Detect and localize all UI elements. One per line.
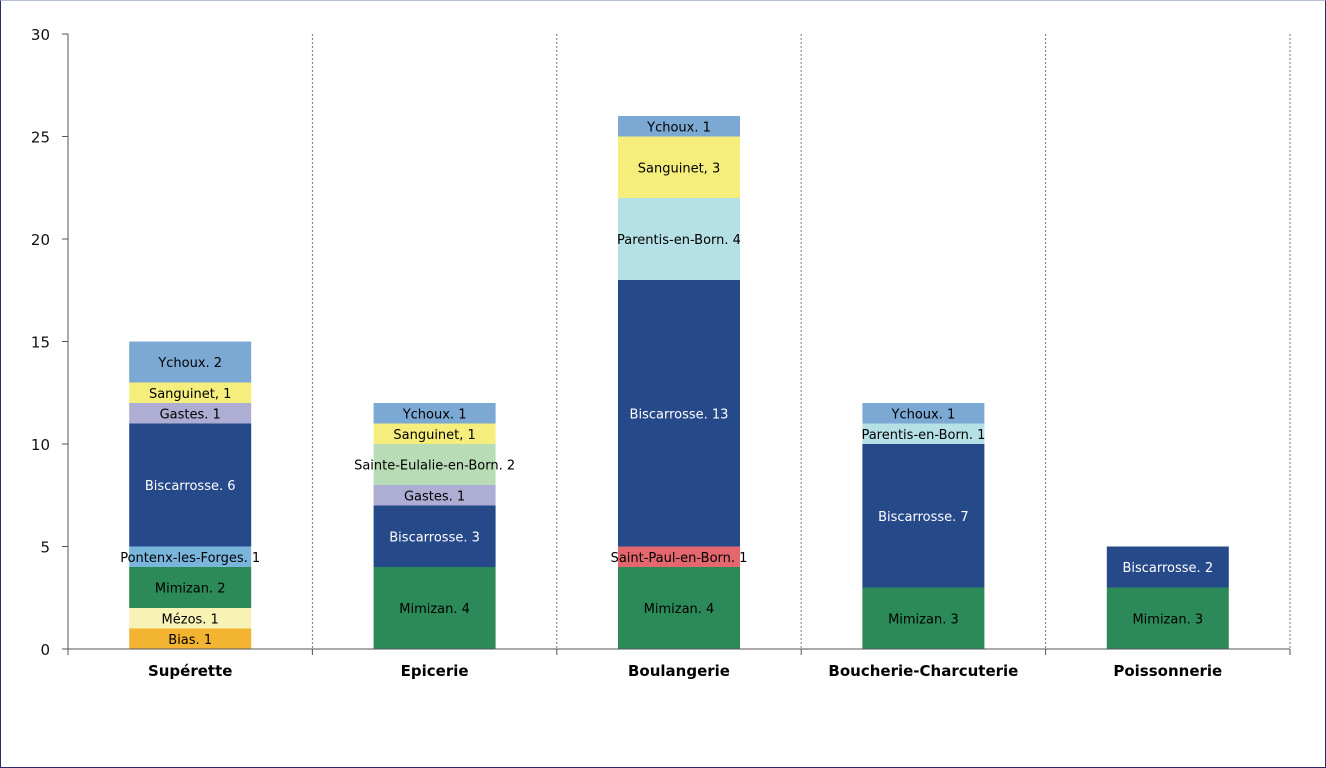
category-label: Epicerie <box>401 662 469 680</box>
segment-label: Sanguinet, 1 <box>149 387 231 402</box>
bar-segment <box>1106 587 1229 649</box>
bar-segment <box>129 567 252 608</box>
bars-layer: Bias. 1 Mézos. 1 Mimizan. 2 Pontenx-les-For… <box>120 116 1229 649</box>
bar-segment <box>129 382 252 403</box>
segment-label: Biscarrosse. 7 <box>878 510 969 525</box>
segment-label: Mimizan. 4 <box>399 602 470 617</box>
y-tick-label: 5 <box>40 539 50 557</box>
bar-segment <box>618 546 740 567</box>
segment-label: Parentis-en-Born. 4 <box>617 233 741 248</box>
segment-label: Pontenx-les-Forges. 1 <box>120 551 260 566</box>
segment-label: Sanguinet, 1 <box>393 428 475 443</box>
bar-segment <box>129 546 252 567</box>
bar-segment <box>373 403 496 424</box>
bar-segment <box>618 567 740 649</box>
segment-label: Mézos. 1 <box>162 612 219 627</box>
bar-segment <box>129 403 252 424</box>
segment-label: Parentis-en-Born. 1 <box>861 428 985 443</box>
bar-segment <box>1106 546 1229 588</box>
segment-label: Sanguinet, 3 <box>638 161 720 176</box>
segment-label: Gastes. 1 <box>160 407 221 422</box>
segment-label: Sainte-Eulalie-en-Born. 2 <box>354 459 515 474</box>
y-tick-label: 15 <box>31 334 50 352</box>
bar-segment <box>862 403 985 424</box>
bar-segment <box>373 444 496 485</box>
bar-segment <box>373 423 496 444</box>
bar-segment <box>618 280 740 547</box>
category-separators <box>311 34 1291 649</box>
y-tick-label: 10 <box>31 436 50 454</box>
segment-label: Biscarrosse. 13 <box>630 407 729 422</box>
y-tick-label: 25 <box>31 129 50 147</box>
category-label: Boulangerie <box>628 662 730 680</box>
axes-layer: 0 5 10 15 20 25 30 Supérette Epicerie Boulangerie… <box>31 26 1291 680</box>
bar-segment <box>618 198 740 280</box>
category-label: Boucherie-Charcuterie <box>828 662 1018 680</box>
segment-label: Biscarrosse. 2 <box>1122 561 1213 576</box>
segment-label: Mimizan. 4 <box>644 602 715 617</box>
category-label: Supérette <box>148 662 232 680</box>
segment-label: Saint-Paul-en-Born. 1 <box>611 551 748 566</box>
bar-segment <box>129 423 252 547</box>
segment-label: Ychoux. 2 <box>157 356 222 371</box>
bar-segment <box>129 628 252 649</box>
bar-segment <box>862 587 985 649</box>
bar-segment <box>862 444 985 588</box>
segment-label: Ychoux. 1 <box>646 120 711 135</box>
segment-label: Mimizan. 3 <box>888 612 959 627</box>
bar-segment <box>618 136 740 198</box>
bar-segment <box>373 485 496 506</box>
bar-segment <box>373 505 496 567</box>
segment-label: Ychoux. 1 <box>402 407 467 422</box>
segment-label: Biscarrosse. 3 <box>389 530 480 545</box>
segment-label: Gastes. 1 <box>404 489 465 504</box>
y-tick-label: 20 <box>31 231 50 249</box>
segment-label: Biscarrosse. 6 <box>145 479 236 494</box>
bar-segment <box>373 567 496 649</box>
segment-label: Bias. 1 <box>168 633 212 648</box>
y-tick-label: 30 <box>31 26 50 44</box>
y-tick-label: 0 <box>40 641 50 659</box>
segment-label: Mimizan. 2 <box>155 582 226 597</box>
category-label: Poissonnerie <box>1113 662 1222 680</box>
segment-label: Ychoux. 1 <box>891 407 956 422</box>
segment-label: Mimizan. 3 <box>1132 612 1203 627</box>
bar-segment <box>129 341 252 383</box>
bar-segment <box>862 423 985 444</box>
bar-segment <box>618 116 740 137</box>
bar-segment <box>129 608 252 629</box>
